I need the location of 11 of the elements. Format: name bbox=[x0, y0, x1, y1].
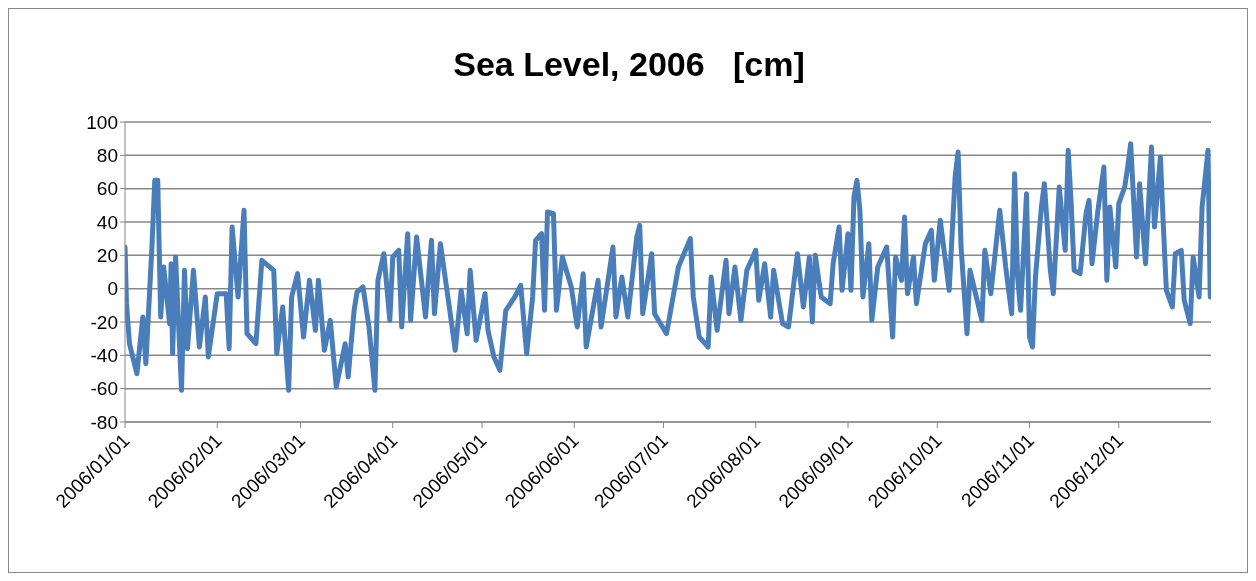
chart-title: Sea Level, 2006 [cm] bbox=[452, 45, 806, 84]
y-tick-label: 80 bbox=[96, 145, 118, 167]
y-tick-label: 0 bbox=[107, 278, 118, 300]
y-tick-label: 100 bbox=[86, 111, 118, 133]
y-tick-label: -40 bbox=[90, 345, 118, 367]
y-tick-label: 60 bbox=[96, 178, 118, 200]
y-tick-label: 40 bbox=[96, 211, 118, 233]
y-tick-label: 20 bbox=[96, 245, 118, 267]
y-tick-label: -60 bbox=[90, 378, 118, 400]
y-tick-label: -20 bbox=[90, 311, 118, 333]
y-tick-label: -80 bbox=[90, 411, 118, 433]
